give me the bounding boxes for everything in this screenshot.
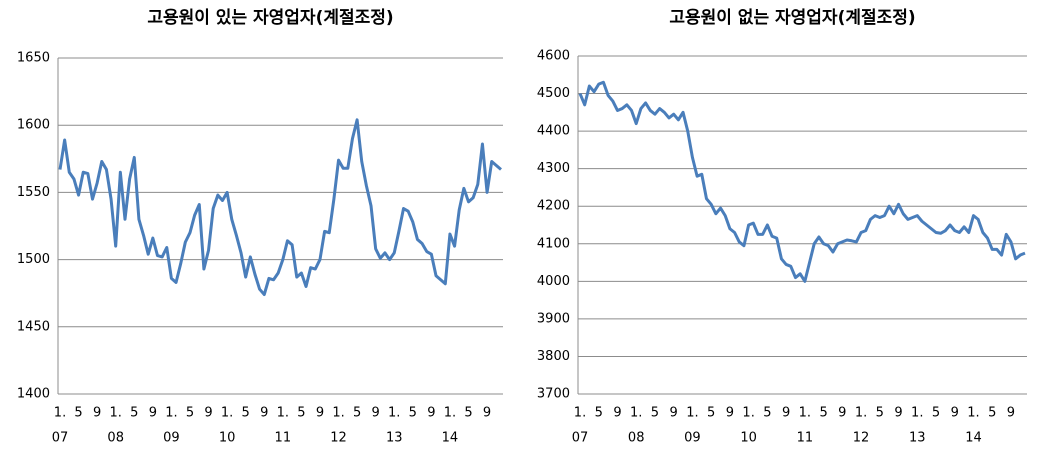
x-tick-label: 1. (165, 406, 177, 421)
year-label: 11 (797, 431, 814, 446)
x-tick-label: 5 (707, 406, 715, 421)
year-label: 14 (442, 431, 459, 446)
x-tick-label: 5 (409, 406, 417, 421)
chart-title: 고용원이 없는 자영업자(계절조정) (669, 7, 915, 28)
x-tick-label: 9 (726, 406, 734, 421)
y-tick-label: 1600 (17, 118, 50, 133)
x-tick-label: 9 (483, 406, 491, 421)
y-tick-label: 1650 (17, 51, 50, 66)
y-tick-label: 4600 (537, 49, 570, 64)
chart-title: 고용원이 있는 자영업자(계절조정) (147, 7, 393, 28)
x-tick-label: 5 (242, 406, 250, 421)
x-tick-label: 5 (353, 406, 361, 421)
x-tick-label: 9 (316, 406, 324, 421)
y-tick-label: 4000 (537, 274, 570, 289)
x-tick-label: 9 (782, 406, 790, 421)
y-tick-label: 3800 (537, 349, 570, 364)
x-tick-label: 1. (444, 406, 456, 421)
x-tick-label: 1. (630, 406, 642, 421)
y-tick-label: 4300 (537, 161, 570, 176)
x-tick-label: 5 (651, 406, 659, 421)
x-tick-label: 9 (1007, 406, 1015, 421)
x-tick-label: 1. (221, 406, 233, 421)
year-label: 11 (275, 431, 292, 446)
x-tick-label: 1. (574, 406, 586, 421)
y-tick-label: 1450 (17, 319, 50, 334)
x-tick-label: 1. (967, 406, 979, 421)
y-tick-label: 4100 (537, 236, 570, 251)
x-tick-label: 1. (54, 406, 66, 421)
x-tick-label: 1. (388, 406, 400, 421)
x-tick-label: 9 (613, 406, 621, 421)
x-tick-label: 9 (372, 406, 380, 421)
year-label: 07 (572, 431, 589, 446)
y-tick-label: 1550 (17, 185, 50, 200)
y-tick-label: 1400 (17, 387, 50, 402)
year-label: 13 (386, 431, 403, 446)
y-tick-label: 4400 (537, 124, 570, 139)
x-tick-label: 9 (427, 406, 435, 421)
data-line (578, 80, 1026, 283)
year-label: 08 (107, 431, 124, 446)
y-tick-label: 4500 (537, 86, 570, 101)
x-tick-label: 9 (260, 406, 268, 421)
x-tick-label: 5 (932, 406, 940, 421)
x-tick-label: 1. (855, 406, 867, 421)
year-label: 09 (684, 431, 701, 446)
year-label: 09 (163, 431, 180, 446)
x-tick-label: 5 (130, 406, 138, 421)
x-tick-label: 9 (894, 406, 902, 421)
x-tick-label: 1. (911, 406, 923, 421)
year-label: 07 (52, 431, 69, 446)
x-tick-label: 9 (838, 406, 846, 421)
x-tick-label: 1. (742, 406, 754, 421)
year-label: 08 (628, 431, 645, 446)
y-tick-label: 4200 (537, 199, 570, 214)
x-tick-label: 9 (951, 406, 959, 421)
x-tick-label: 1. (332, 406, 344, 421)
year-label: 12 (853, 431, 870, 446)
year-label: 13 (909, 431, 926, 446)
x-tick-label: 5 (74, 406, 82, 421)
x-tick-label: 9 (93, 406, 101, 421)
x-tick-label: 1. (277, 406, 289, 421)
y-tick-label: 3700 (537, 387, 570, 402)
x-tick-label: 5 (988, 406, 996, 421)
x-tick-label: 5 (595, 406, 603, 421)
x-tick-label: 5 (186, 406, 194, 421)
x-tick-label: 5 (297, 406, 305, 421)
year-label: 10 (740, 431, 757, 446)
y-tick-label: 1500 (17, 252, 50, 267)
y-tick-label: 3900 (537, 311, 570, 326)
year-label: 12 (330, 431, 347, 446)
year-label: 14 (965, 431, 982, 446)
x-tick-label: 5 (819, 406, 827, 421)
year-label: 10 (219, 431, 236, 446)
x-tick-label: 5 (464, 406, 472, 421)
x-tick-label: 9 (204, 406, 212, 421)
x-tick-label: 1. (686, 406, 698, 421)
x-tick-label: 5 (876, 406, 884, 421)
x-tick-label: 1. (799, 406, 811, 421)
x-tick-label: 9 (670, 406, 678, 421)
x-tick-label: 5 (763, 406, 771, 421)
x-tick-label: 9 (149, 406, 157, 421)
data-line (58, 118, 502, 297)
x-tick-label: 1. (110, 406, 122, 421)
